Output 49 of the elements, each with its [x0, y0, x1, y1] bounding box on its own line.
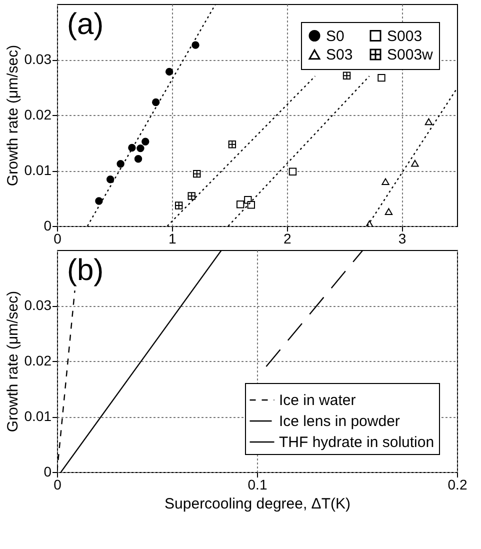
point [192, 41, 200, 49]
x-tick-label: 0.1 [248, 476, 268, 492]
point [228, 140, 236, 148]
point [134, 155, 142, 163]
point [411, 160, 419, 167]
point [384, 208, 393, 215]
x-tick-label: 1 [168, 230, 177, 246]
point [342, 72, 351, 80]
y-tick-label: 0.03 [24, 297, 52, 313]
x-tick-label: 3 [398, 230, 406, 246]
point [174, 202, 183, 210]
legend-label: Ice lens in powder [279, 413, 400, 430]
point [142, 138, 150, 146]
point [378, 74, 386, 82]
point [236, 200, 244, 208]
x-axis-title: Supercooling degree, ΔT(K) [164, 496, 350, 512]
point [424, 118, 433, 126]
legend-label: S0 [326, 28, 344, 45]
point [382, 178, 390, 186]
annotation: (b) [67, 254, 104, 287]
x-tick-label: 0 [54, 476, 62, 492]
y-tick-label: 0.01 [24, 408, 52, 424]
point [165, 68, 174, 76]
y-tick-label: 0 [44, 464, 52, 480]
legend-label: S03 [326, 46, 353, 64]
x-tick-label: 0.2 [448, 476, 468, 492]
x-tick-label: 0 [54, 230, 62, 246]
point [188, 192, 196, 200]
point [116, 160, 124, 168]
y-axis-title: Growth rate (μm/sec) [4, 290, 22, 432]
x-tick-label: 2 [283, 230, 292, 246]
annotation: (a) [67, 8, 104, 41]
y-tick-label: 0 [44, 218, 52, 234]
legend-label: S003w [387, 46, 434, 64]
y-tick-label: 0.03 [24, 51, 52, 67]
legend-label: THF hydrate in solution [279, 434, 434, 451]
legend-label: Ice in water [279, 392, 356, 409]
point [95, 197, 103, 205]
y-tick-label: 0.01 [24, 162, 52, 178]
legend-label: S003 [387, 28, 422, 45]
point [106, 176, 114, 184]
y-tick-label: 0.02 [24, 352, 52, 368]
point [128, 144, 136, 152]
point [247, 201, 255, 209]
point [288, 168, 297, 176]
point [136, 144, 144, 152]
y-axis-title: Growth rate (μm/sec) [4, 44, 22, 186]
point [152, 98, 160, 106]
y-tick-label: 0.02 [24, 106, 52, 122]
